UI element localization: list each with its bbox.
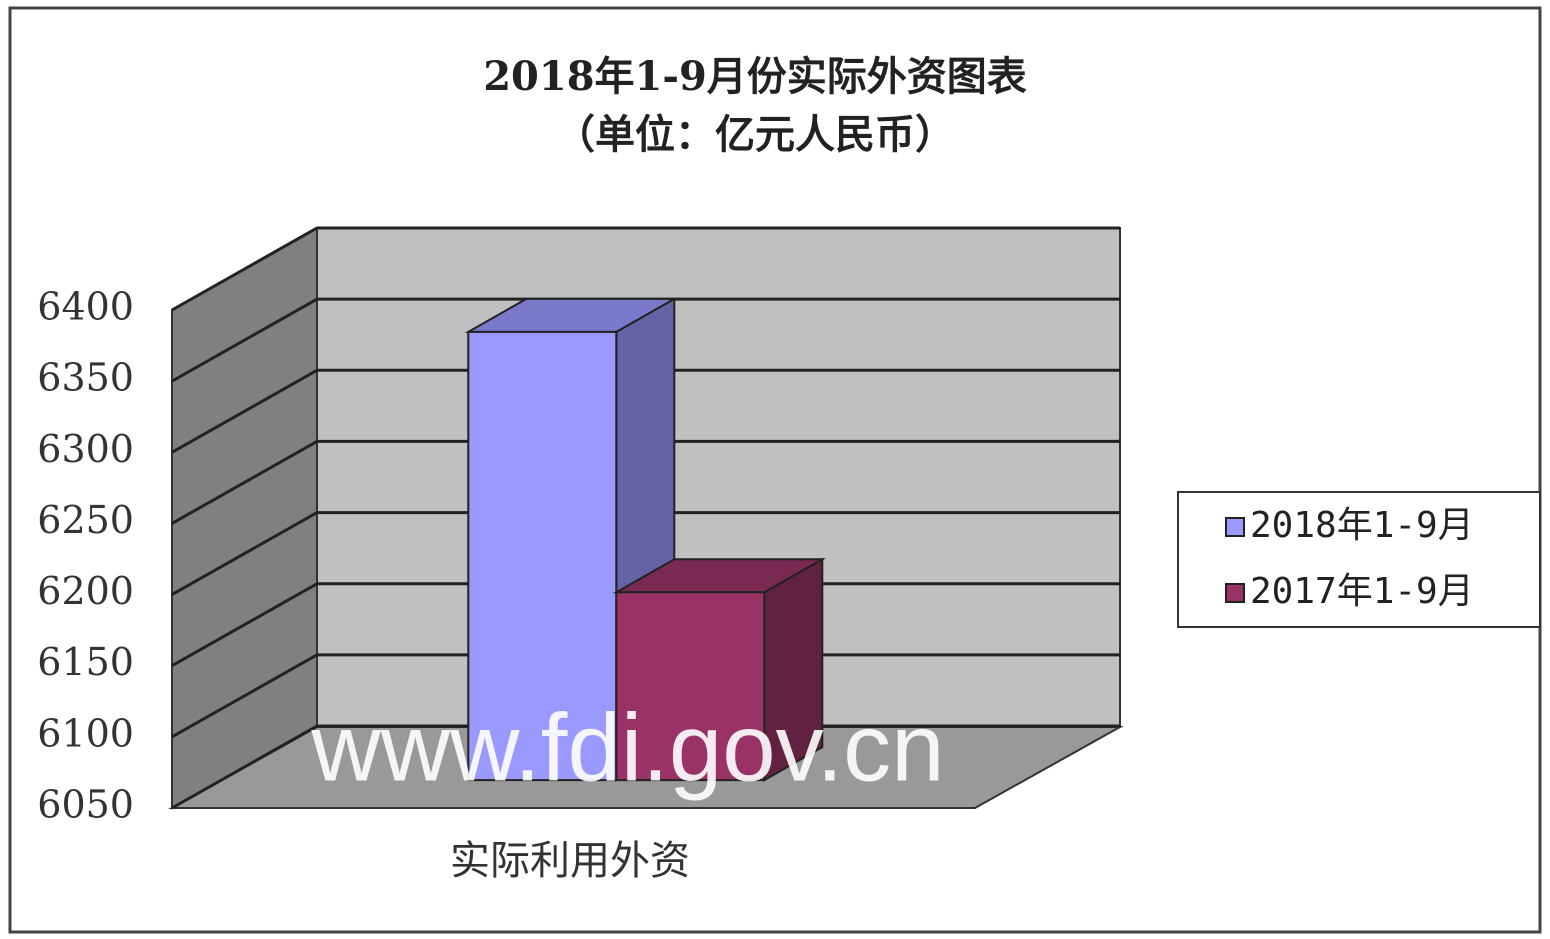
grid-line (171, 368, 1120, 454)
side-wall (171, 226, 318, 810)
watermark: www.fdi.gov.cn (310, 694, 944, 801)
bar (615, 591, 766, 782)
y-tick-label: 6250 (37, 498, 134, 542)
y-tick-label: 6300 (37, 427, 134, 471)
legend-label: 2018年1-9月 (1250, 505, 1474, 546)
y-tick-label: 6100 (37, 711, 134, 755)
y-tick-label: 6400 (37, 285, 134, 329)
legend-label: 2017年1-9月 (1250, 571, 1474, 612)
plot (171, 226, 1120, 810)
legend-items: 2018年1-9月 2017年1-9月 (1225, 505, 1474, 612)
legend (1177, 491, 1541, 628)
grid-line (171, 439, 1120, 525)
grid-line (171, 582, 1120, 668)
chart-subtitle: （单位：亿元人民币） (555, 111, 955, 158)
y-tick-label: 6200 (37, 569, 134, 613)
y-tick-label: 6150 (37, 640, 134, 684)
grid-line (171, 511, 1120, 596)
grid-line (171, 653, 1120, 739)
chart-title: 2018年1-9月份实际外资图表 (483, 53, 1027, 100)
grid-line (171, 297, 1120, 383)
grid-line (171, 724, 1120, 810)
x-tick-label: 实际利用外资 (450, 838, 690, 884)
y-tick-label: 6050 (37, 783, 134, 827)
grid-line (171, 226, 1120, 312)
y-tick-label: 6350 (37, 356, 134, 400)
legend-swatch (1225, 583, 1245, 603)
legend-swatch (1225, 517, 1245, 537)
bar (467, 330, 618, 782)
